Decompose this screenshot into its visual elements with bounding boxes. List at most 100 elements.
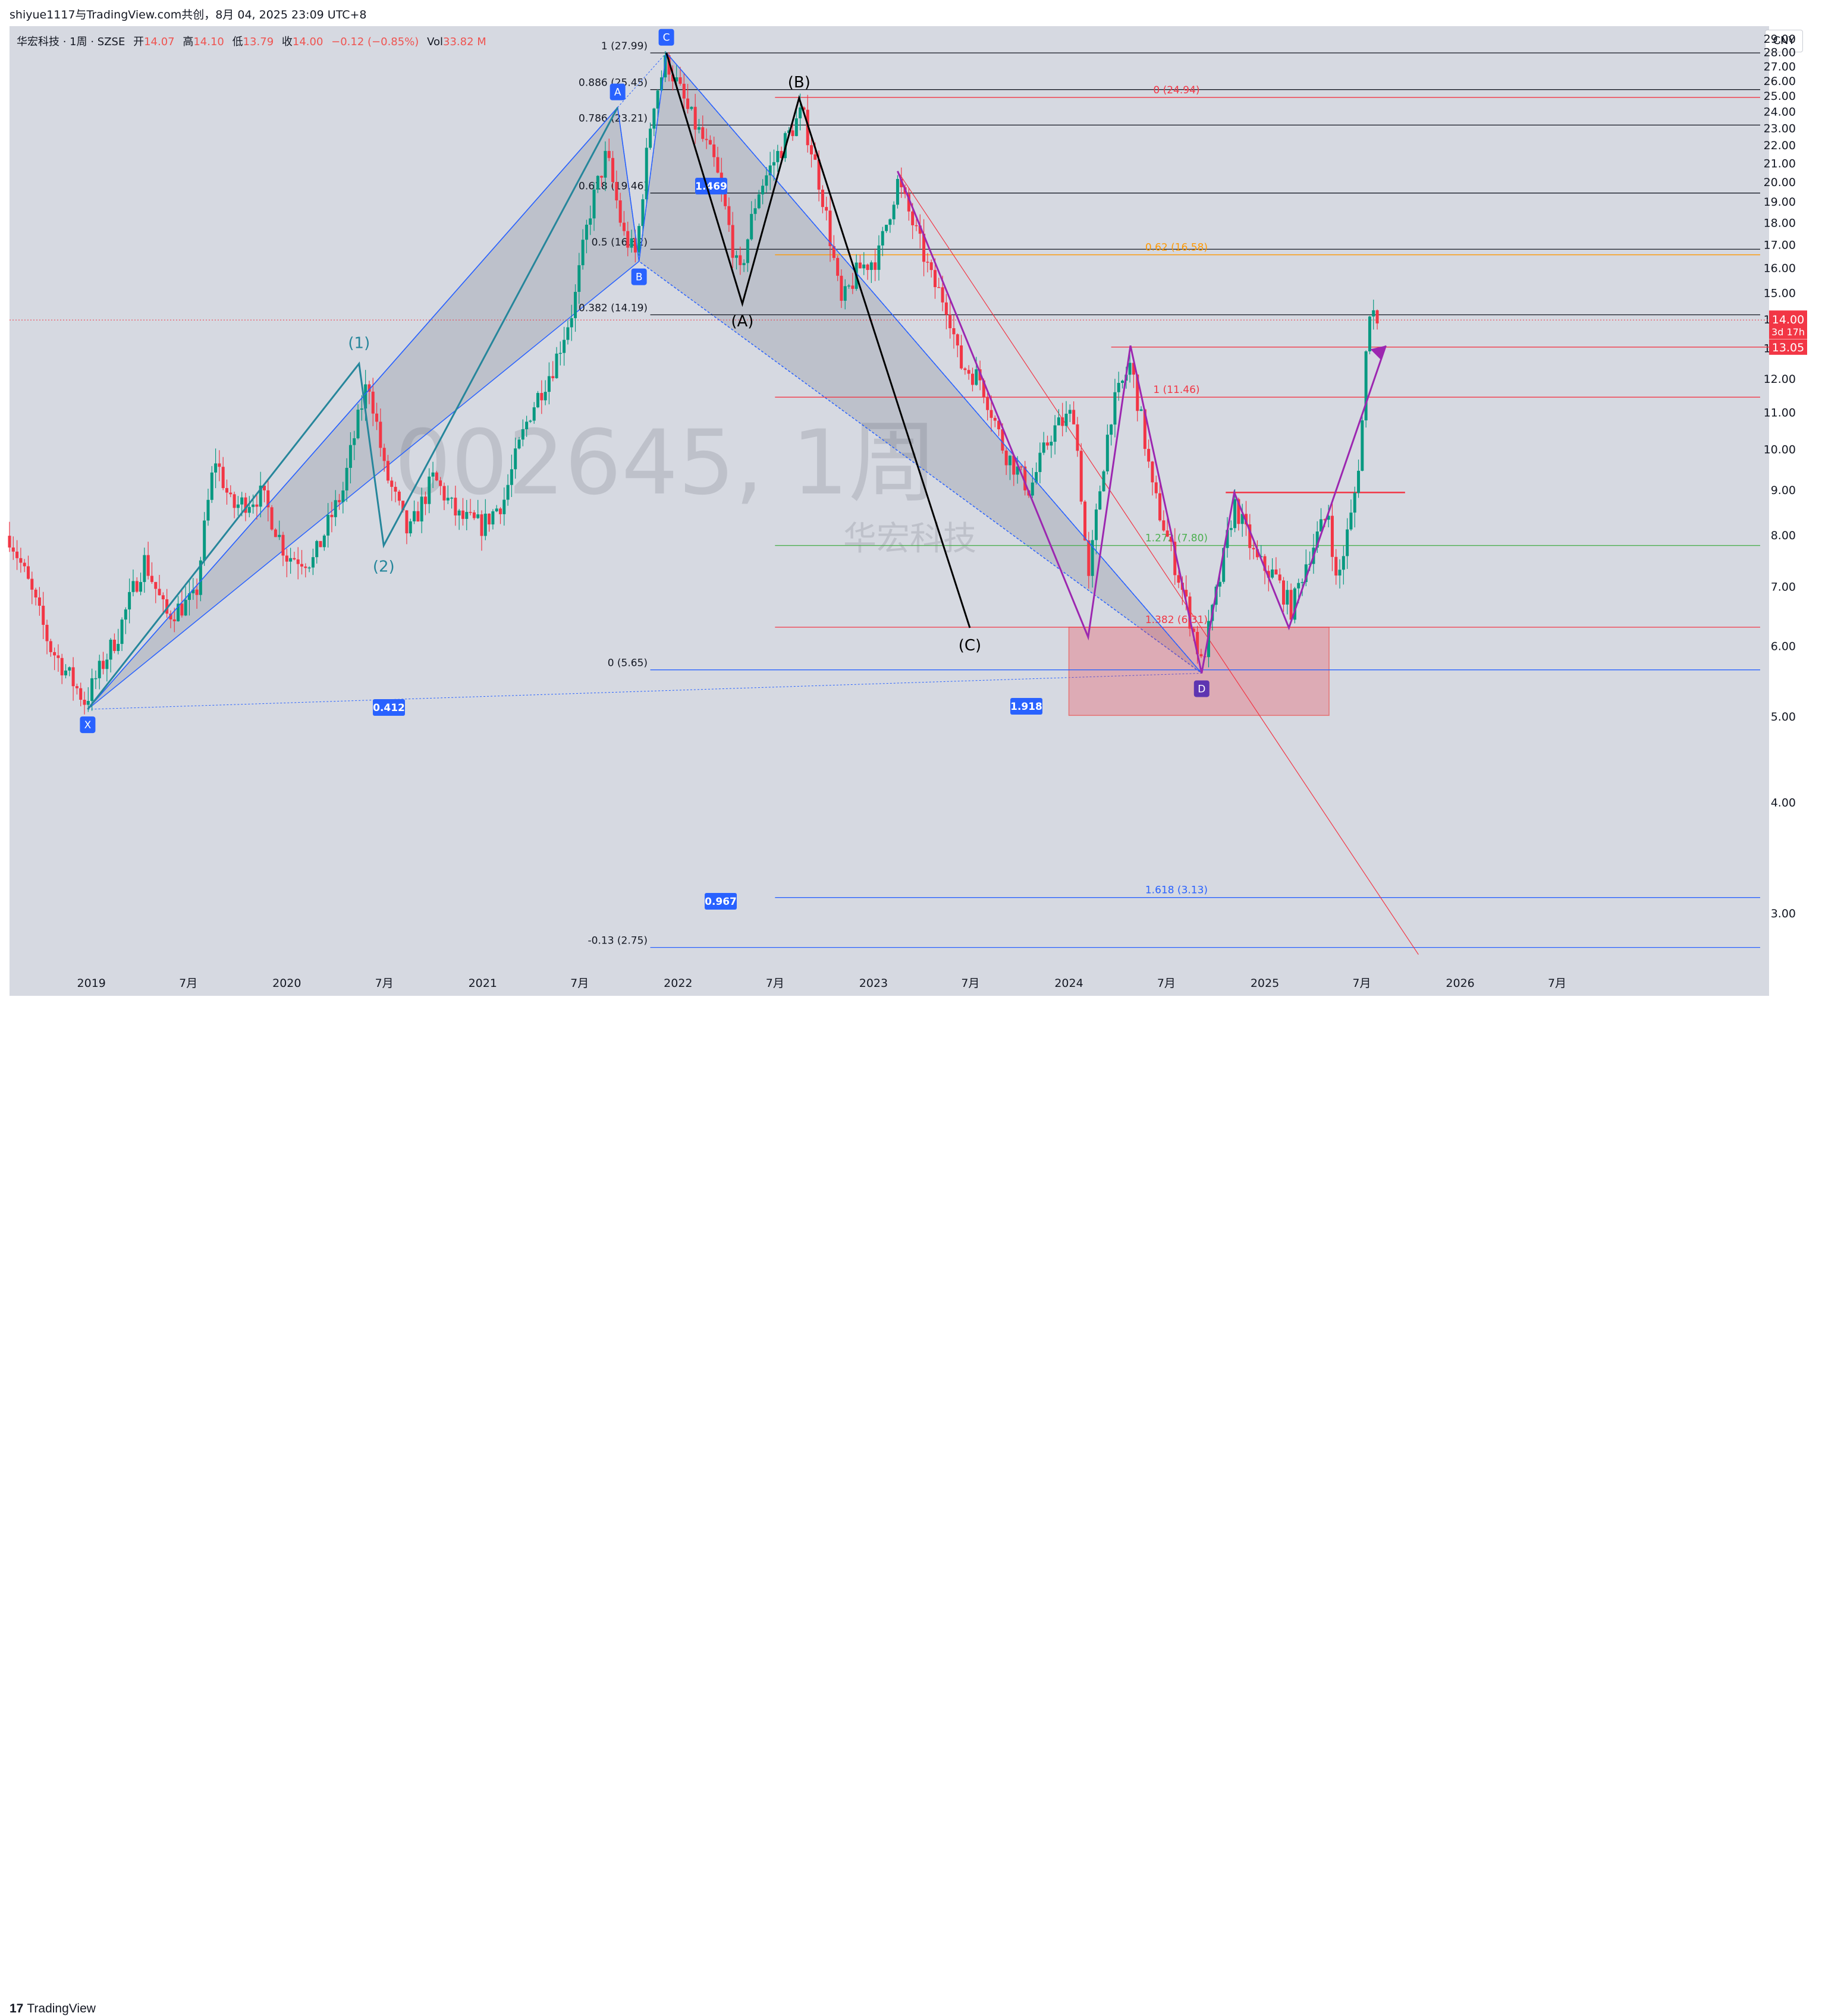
candle-body bbox=[794, 118, 798, 136]
candle-body bbox=[547, 376, 551, 392]
candle-body bbox=[124, 609, 127, 620]
candle-body bbox=[799, 107, 802, 119]
candle-body bbox=[970, 373, 974, 385]
price-scale[interactable] bbox=[1769, 26, 1822, 996]
candle-body bbox=[1031, 482, 1034, 496]
level-value: 13.05 bbox=[1772, 341, 1804, 354]
candle-body bbox=[1128, 363, 1132, 375]
candle-body bbox=[907, 194, 910, 212]
candle-body bbox=[180, 603, 184, 616]
candle-body bbox=[874, 262, 877, 270]
candle-body bbox=[348, 445, 352, 468]
watermark-symbol: 002645, 1周 bbox=[394, 411, 937, 515]
candle-body bbox=[1136, 375, 1139, 411]
candle-body bbox=[117, 644, 120, 651]
fib-extension-label: 0.62 (16.58) bbox=[1145, 242, 1208, 254]
candle-body bbox=[604, 150, 607, 178]
candle-body bbox=[1098, 491, 1102, 509]
close-value: 14.00 bbox=[292, 36, 323, 48]
candle-body bbox=[293, 558, 296, 559]
candle-body bbox=[1079, 451, 1083, 502]
harmonic-point-label: D bbox=[1198, 683, 1205, 695]
candle-body bbox=[177, 603, 180, 621]
candle-body bbox=[750, 213, 753, 240]
candle-body bbox=[98, 661, 101, 678]
candle-body bbox=[739, 255, 742, 265]
candle-body bbox=[446, 498, 450, 501]
candle-body bbox=[514, 448, 517, 470]
candle-body bbox=[956, 334, 959, 346]
candle-body bbox=[1278, 574, 1281, 581]
candle-body bbox=[405, 510, 409, 534]
harmonic-point-a: A bbox=[610, 83, 626, 100]
candle-body bbox=[858, 262, 862, 269]
candle-body bbox=[626, 231, 630, 248]
candle-body bbox=[1346, 529, 1349, 556]
candle-body bbox=[877, 245, 881, 270]
candle-body bbox=[45, 625, 49, 641]
candle-body bbox=[300, 564, 304, 567]
price-tick-label: 25.00 bbox=[1764, 90, 1796, 103]
attribution-text: shiyue1117与TradingView.com共创，8月 04, 2025… bbox=[10, 8, 367, 21]
candle-body bbox=[1320, 519, 1323, 532]
candle-body bbox=[143, 555, 146, 582]
candle-body bbox=[409, 521, 412, 534]
candle-body bbox=[244, 497, 247, 513]
candle-body bbox=[364, 384, 367, 409]
price-tick-label: 19.00 bbox=[1764, 196, 1796, 209]
candle-body bbox=[184, 600, 187, 616]
harmonic-point-x: X bbox=[80, 716, 96, 734]
candle-body bbox=[394, 486, 397, 492]
time-tick-label: 7月 bbox=[570, 977, 589, 990]
candle-body bbox=[765, 175, 768, 186]
candle-body bbox=[690, 106, 693, 109]
candle-body bbox=[693, 106, 697, 130]
candle-body bbox=[866, 264, 869, 271]
candle-body bbox=[11, 547, 15, 552]
candle-body bbox=[218, 463, 221, 467]
tradingview-logo[interactable]: 17 TradingView bbox=[10, 2002, 96, 2016]
time-tick-label: 7月 bbox=[766, 977, 784, 990]
candle-body bbox=[885, 225, 888, 231]
time-tick-label: 7月 bbox=[1548, 977, 1566, 990]
candle-body bbox=[8, 536, 11, 548]
candle-body bbox=[428, 476, 431, 504]
watermark-name: 华宏科技 bbox=[843, 520, 976, 558]
price-tick-label: 20.00 bbox=[1764, 176, 1796, 189]
symbol-title[interactable]: 华宏科技 · 1周 · SZSE bbox=[17, 36, 125, 48]
chart-pane[interactable] bbox=[10, 26, 1769, 996]
candle-body bbox=[585, 224, 588, 240]
currency-button[interactable]: CNY bbox=[1765, 30, 1803, 52]
candle-body bbox=[997, 420, 1001, 430]
candle-body bbox=[1094, 509, 1098, 540]
candle-body bbox=[1368, 316, 1371, 351]
candle-body bbox=[592, 189, 596, 219]
candle-body bbox=[401, 501, 405, 511]
candle-body bbox=[413, 511, 416, 521]
candle-body bbox=[742, 263, 746, 265]
candle-body bbox=[810, 145, 813, 155]
candle-body bbox=[944, 302, 948, 315]
candle-body bbox=[753, 208, 757, 214]
candle-body bbox=[686, 98, 690, 109]
candle-body bbox=[330, 514, 334, 517]
candle-body bbox=[989, 410, 993, 418]
candle-body bbox=[615, 182, 618, 201]
candle-body bbox=[158, 589, 161, 596]
candle-body bbox=[1016, 466, 1019, 475]
candle-body bbox=[911, 211, 915, 225]
candle-body bbox=[1023, 466, 1027, 490]
footer: 17 TradingView bbox=[0, 996, 1822, 2015]
candle-body bbox=[1076, 424, 1079, 451]
candle-body bbox=[574, 291, 577, 319]
candle-body bbox=[1154, 482, 1158, 493]
candle-body bbox=[1057, 417, 1060, 426]
fib-extension-label: 1.382 (6.31) bbox=[1145, 614, 1208, 626]
candle-body bbox=[322, 535, 326, 548]
candle-body bbox=[1267, 571, 1270, 578]
candle-body bbox=[941, 287, 944, 303]
candle-body bbox=[281, 534, 285, 556]
candle-body bbox=[469, 512, 472, 513]
price-tick-label: 17.00 bbox=[1764, 238, 1796, 251]
